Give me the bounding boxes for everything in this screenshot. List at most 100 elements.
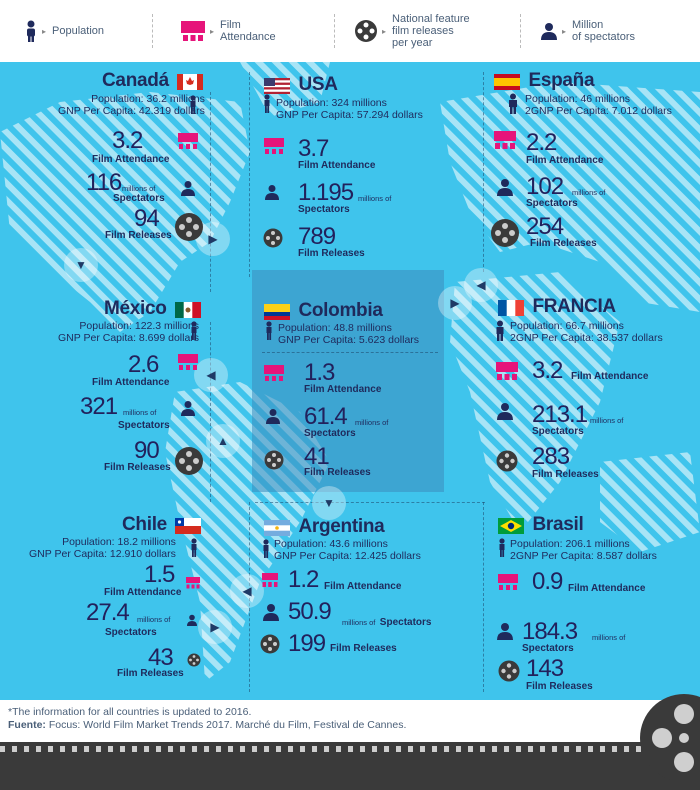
population-text: Population: 43.6 millions [274, 538, 388, 550]
releases-value: 789 [298, 223, 336, 250]
film-reel-icon [355, 20, 377, 42]
releases-value: 41 [304, 443, 330, 470]
releases-label: Film Releases [117, 668, 184, 679]
legend-divider [520, 14, 521, 48]
nav-right-button[interactable]: ▶ [198, 610, 232, 644]
nav-down-button[interactable]: ▼ [64, 248, 98, 282]
legend-releases-line3: per year [392, 37, 433, 49]
spectators-value: 184.3 [522, 618, 578, 645]
attendance-value: 2.6 [128, 351, 159, 378]
releases-label: Film Releases [104, 462, 171, 473]
person-icon [263, 539, 269, 558]
spectators-value: 102 [526, 173, 564, 200]
legend-spectators-line2: of spectators [572, 31, 635, 43]
spectator-icon [497, 179, 513, 196]
spectator-icon [541, 23, 557, 40]
country-name: Canadá [102, 70, 169, 91]
releases-label: Film Releases [532, 469, 599, 480]
spectators-value: 116 [86, 169, 122, 196]
gnp-text: 2GNP Per Capita: 8.587 dollars [510, 550, 657, 562]
spectator-icon [187, 614, 197, 626]
legend-releases-line2: film releases [392, 25, 454, 37]
attendance-value: 3.2 [532, 357, 563, 384]
film-reel-icon [260, 634, 280, 654]
person-icon [191, 321, 197, 340]
spectators-value: 50.9 [288, 598, 332, 625]
attendance-label: Film Attendance [298, 160, 376, 171]
spectator-icon [266, 409, 280, 424]
cinema-seats-icon [186, 577, 200, 589]
attendance-label: Film Attendance [571, 371, 649, 382]
mexico-flag-icon [175, 301, 202, 318]
divider-line [262, 352, 438, 353]
releases-label: Film Releases [304, 467, 371, 478]
spectators-label: Spectators [298, 204, 350, 215]
chile-flag-icon [175, 517, 202, 534]
film-reel-icon [175, 213, 203, 241]
spectators-value: 213.1 [532, 401, 588, 428]
legend-attendance-line1: Film [220, 19, 241, 31]
population-text: Population: 66.7 millions [510, 320, 624, 332]
cinema-seats-icon [494, 131, 516, 149]
nav-down-button[interactable]: ▼ [312, 486, 346, 520]
spectators-label: Spectators [379, 617, 432, 628]
attendance-label: Film Attendance [304, 384, 382, 395]
film-reel-icon [491, 219, 519, 247]
legend-spectators-line1: Million [572, 19, 604, 31]
releases-label: Film Releases [526, 681, 593, 692]
arrow-left-icon: ◀ [476, 278, 486, 292]
cinema-seats-icon [181, 21, 205, 41]
spectator-icon [265, 185, 279, 200]
spectators-unit: millions of [572, 188, 606, 197]
gnp-text: GNP Per Capita: 57.294 dollars [276, 109, 423, 121]
nav-left-button[interactable]: ◀ [464, 268, 498, 302]
cinema-seats-icon [264, 365, 284, 381]
nav-up-button[interactable]: ▲ [206, 424, 240, 458]
population-text: Population: 46 millions [525, 93, 631, 105]
legend-releases-line1: National feature [392, 13, 470, 25]
attendance-label: Film Attendance [104, 587, 182, 598]
attendance-value: 1.2 [288, 566, 319, 593]
divider-line [483, 72, 484, 272]
cinema-seats-icon [264, 138, 284, 154]
releases-value: 90 [134, 437, 160, 464]
spectator-icon [181, 401, 195, 416]
arrow-left-icon: ◀ [242, 584, 252, 598]
person-icon [509, 93, 517, 114]
spectators-label: Spectators [532, 426, 584, 437]
film-reel-icon [498, 660, 520, 682]
source-label: Fuente: [8, 719, 46, 731]
world-map-panel: ▶ ▼ ▶ ◀ ◀ ▲ ▼ ◀ ▶ Canadá Population: 36.… [0, 62, 700, 700]
divider-line [255, 502, 485, 503]
releases-label: Film Releases [330, 643, 397, 654]
spectators-unit: millions of [355, 418, 389, 427]
population-text: Population: 122.3 millions [79, 320, 200, 332]
legend-attendance-line2: Attendance [220, 31, 276, 43]
country-name: Argentina [298, 516, 385, 537]
nav-left-button[interactable]: ◀ [230, 574, 264, 608]
releases-label: Film Releases [105, 230, 172, 241]
divider-line [249, 72, 250, 277]
nav-right-button[interactable]: ▶ [438, 286, 472, 320]
country-name: España [528, 70, 595, 91]
arrow-down-icon: ▼ [323, 496, 335, 510]
legend-bar: ▸ Population ▸ Film Attendance ▸ National… [0, 0, 700, 62]
spectators-label: Spectators [304, 428, 356, 439]
film-reel-icon [175, 447, 203, 475]
country-name: México [104, 298, 167, 319]
releases-value: 283 [532, 443, 570, 470]
nav-left-button[interactable]: ◀ [194, 358, 228, 392]
attendance-value: 1.5 [144, 561, 175, 588]
divider-line [210, 322, 211, 502]
person-icon [190, 95, 196, 114]
person-icon [191, 538, 197, 557]
filmstrip-decoration [0, 742, 700, 790]
usa-flag-icon [264, 77, 290, 94]
spectators-value: 61.4 [304, 403, 348, 430]
gnp-text: 2GNP Per Capita: 7.012 dollars [525, 105, 672, 117]
divider-line [210, 92, 211, 292]
legend-population: ▸ Population [24, 0, 104, 62]
arrow-right-icon: ▶ [210, 620, 220, 634]
country-name: Chile [122, 514, 167, 535]
film-reel-icon [187, 653, 201, 667]
